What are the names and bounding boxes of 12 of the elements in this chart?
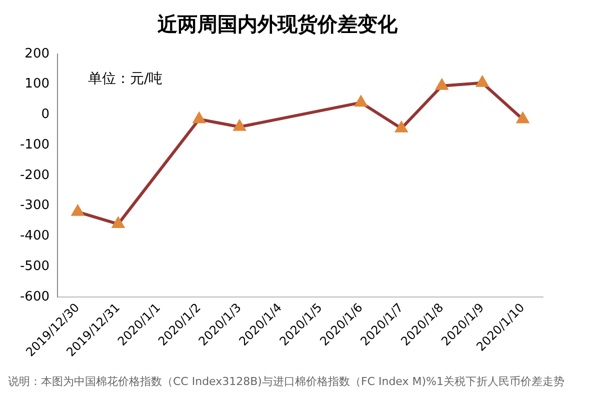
annotation: 单位：元/吨 <box>88 70 163 88</box>
y-tick-label: 200 <box>24 46 50 62</box>
text: 说明：本图为中国棉花价格指数（CC Index3128B)与进口棉价格指数（FC Index M)%1关税下折人民币价差走势 <box>8 374 566 389</box>
y-tick-label: -100 <box>20 137 50 152</box>
y-tick-label: -500 <box>20 258 50 274</box>
y-tick-label: 0 <box>41 107 50 122</box>
y-tick-label: -200 <box>20 168 50 183</box>
y-tick-label: -400 <box>20 228 50 244</box>
y-tick-label: -300 <box>20 198 50 214</box>
y-tick-label: -600 <box>20 289 50 304</box>
chart-title: 近两周国内外现货价差变化 <box>156 12 398 36</box>
y-tick-label: 100 <box>24 76 50 92</box>
